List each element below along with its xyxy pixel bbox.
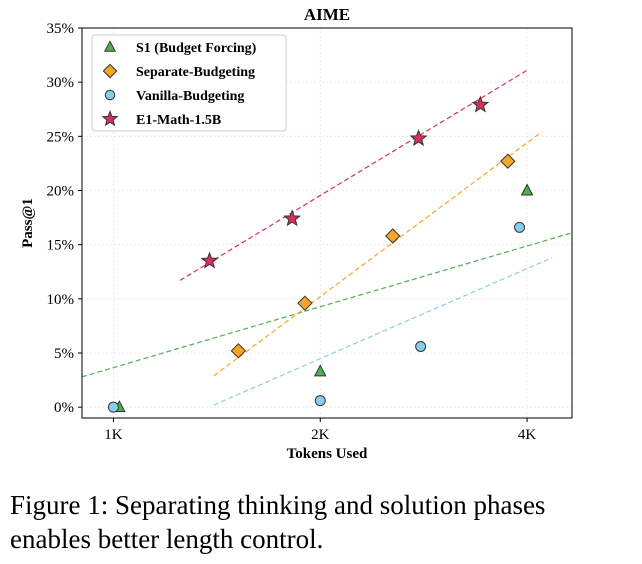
legend-box [91, 34, 287, 132]
data-point [200, 251, 219, 269]
trend-line [81, 232, 573, 378]
y-tick-label: 15% [47, 238, 75, 254]
data-point [313, 364, 327, 377]
y-tick-label: 10% [47, 292, 75, 308]
data-point [107, 401, 119, 413]
legend: S1 (Budget Forcing) Separate-Budgeting Van… [91, 34, 287, 132]
x-axis-label: Tokens Used [287, 446, 368, 462]
legend-entry-label: Separate-Budgeting [136, 65, 255, 80]
legend-entry-label: Vanilla-Budgeting [136, 89, 244, 104]
figure-caption: Figure 1: Separating thinking and soluti… [10, 490, 546, 554]
y-tick-label: 5% [54, 346, 74, 362]
legend-entry-label: S1 (Budget Forcing) [136, 41, 257, 56]
data-point [514, 221, 526, 233]
data-point [283, 209, 302, 227]
trend-line [179, 69, 528, 281]
data-point [230, 343, 247, 359]
y-tick-label: 30% [47, 75, 75, 91]
y-tick-label: 35% [47, 21, 75, 37]
data-point [297, 295, 313, 311]
legend-marker-icon [101, 109, 119, 127]
data-point [520, 183, 534, 196]
legend-marker-icon [103, 40, 117, 52]
y-tick-label: 25% [47, 129, 75, 145]
chart-title: AIME [304, 5, 350, 24]
x-tick-label: 1K [104, 427, 123, 443]
data-point [409, 129, 428, 147]
chart: 0% 5% 10% 15% 20% 25% 30% 35% 1K 2K 4K AIME Tokens… [20, 5, 573, 462]
axis-ticks: 0% 5% 10% 15% 20% 25% 30% 35% 1K 2K 4K [47, 21, 537, 443]
trend-line [213, 257, 553, 406]
data-point [385, 228, 401, 244]
data-markers [107, 95, 534, 413]
y-tick-label: 0% [54, 400, 74, 416]
legend-entry-label: E1-Math-1.5B [136, 113, 221, 128]
legend-marker-icon [102, 63, 118, 79]
data-point [500, 153, 516, 169]
x-tick-label: 2K [311, 427, 330, 443]
data-point [471, 95, 490, 113]
trend-line [213, 131, 542, 377]
data-point [314, 395, 326, 407]
y-axis-label: Pass@1 [20, 198, 36, 248]
trend-lines [81, 69, 573, 406]
plot-frame [81, 27, 573, 419]
legend-marker-icon [104, 89, 116, 101]
x-tick-label: 4K [518, 427, 537, 443]
data-point [415, 341, 427, 352]
y-tick-label: 20% [47, 184, 75, 200]
